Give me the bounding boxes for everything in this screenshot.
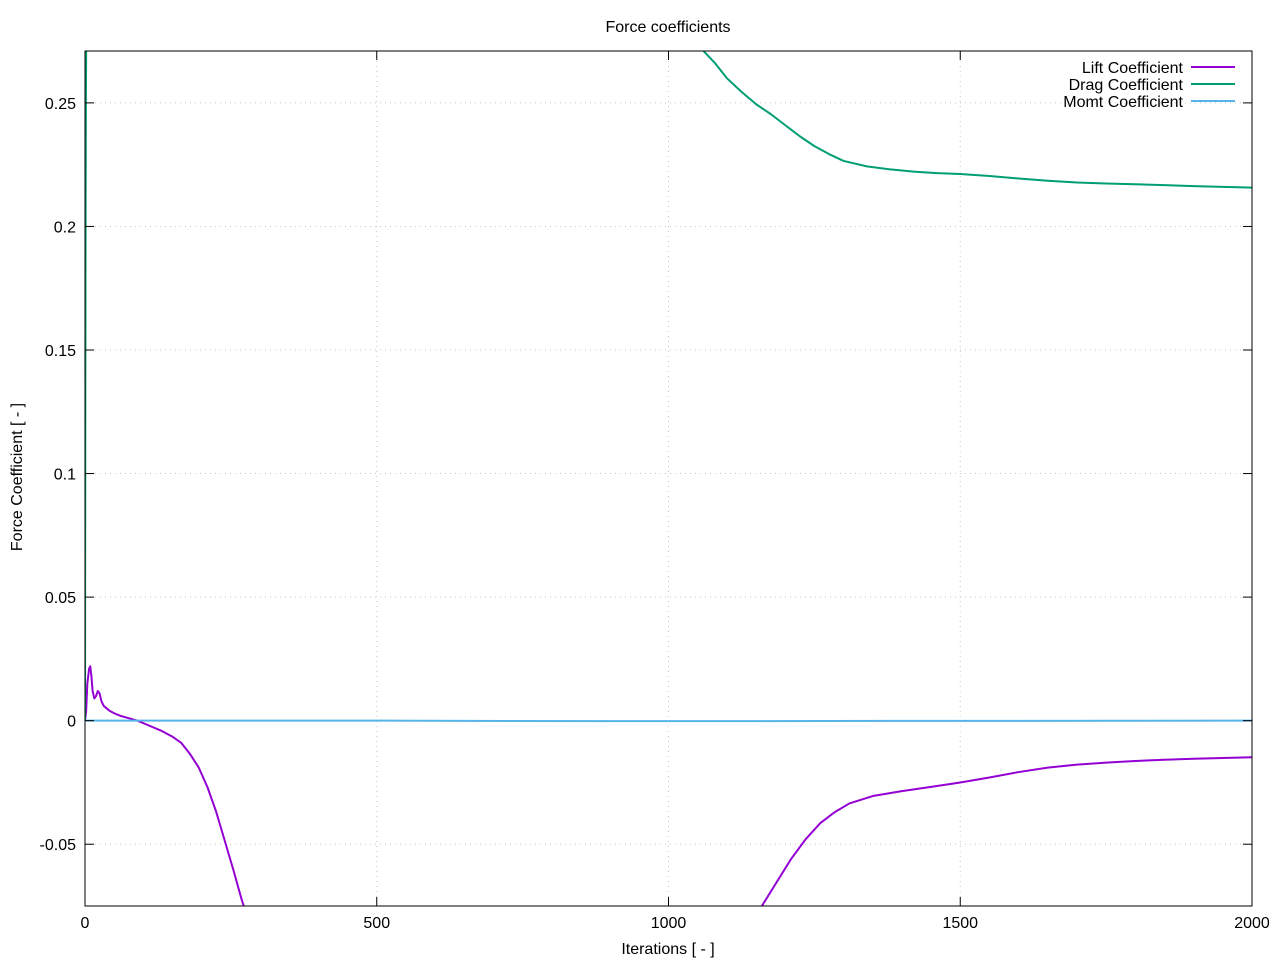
y-tick-label: 0.1 [54,467,76,484]
y-tick-label: 0.2 [54,219,76,236]
y-tick-label: -0.05 [40,837,77,854]
y-tick-label: 0 [67,714,76,731]
x-tick-label: 500 [363,915,390,932]
y-tick-label: 0.15 [45,343,76,360]
y-tick-label: 0.05 [45,590,76,607]
x-tick-label: 2000 [1234,915,1270,932]
x-tick-label: 0 [81,915,90,932]
x-tick-label: 1000 [651,915,687,932]
legend-label: Lift Coefficient [1082,60,1184,77]
x-tick-label: 1500 [942,915,978,932]
legend-label: Drag Coefficient [1069,77,1184,94]
chart-title: Force coefficients [605,19,730,36]
y-axis-title: Force Coefficient [ - ] [9,403,26,551]
x-axis-title: Iterations [ - ] [621,941,714,958]
y-tick-label: 0.25 [45,96,76,113]
legend-label: Momt Coefficient [1063,94,1183,111]
